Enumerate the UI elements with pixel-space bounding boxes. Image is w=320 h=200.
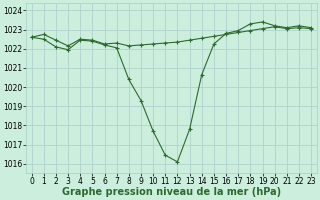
X-axis label: Graphe pression niveau de la mer (hPa): Graphe pression niveau de la mer (hPa) [62,187,281,197]
